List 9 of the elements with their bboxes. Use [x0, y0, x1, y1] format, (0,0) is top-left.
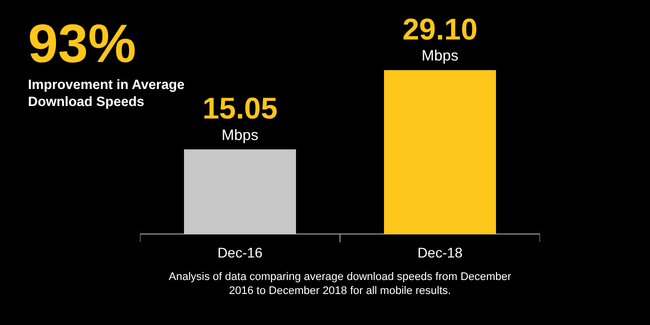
data-label: 15.05 — [202, 92, 278, 126]
text: Improvement in Average Download Speeds — [28, 76, 186, 110]
text: Analysis of data comparing average download speeds from December 2016 to December 2018 for all mobile results. — [168, 270, 512, 298]
x-tick-label: Dec-18 — [417, 244, 463, 260]
chart-title: 93% — [28, 14, 136, 74]
data-label: 29.10 — [402, 13, 478, 46]
x-tick-label: Dec-16 — [217, 244, 263, 260]
annotation: Mbps — [422, 48, 458, 65]
annotation: Mbps — [222, 126, 258, 144]
